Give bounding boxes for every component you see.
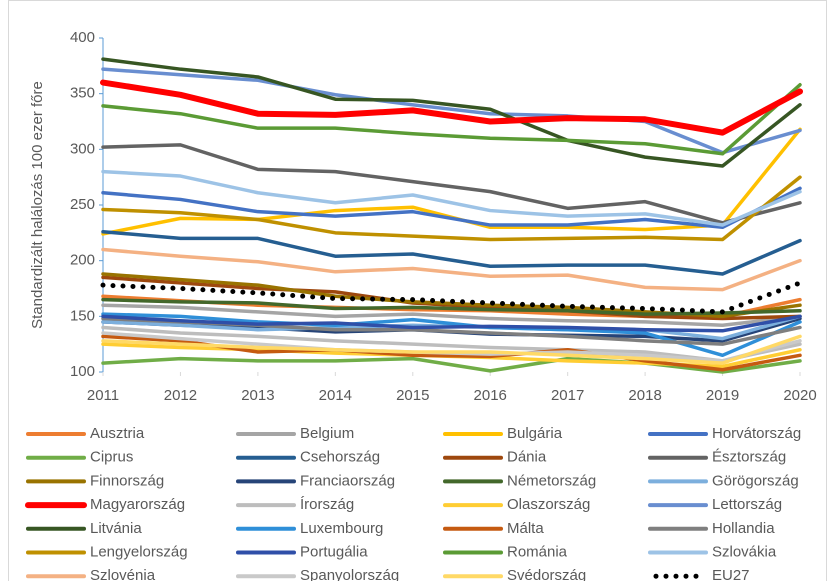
legend-label: Románia xyxy=(507,543,568,560)
series-line xyxy=(100,280,803,315)
legend-label: Portugália xyxy=(300,543,368,560)
legend-entry: Litvánia xyxy=(26,520,142,537)
legend-label: Szlovákia xyxy=(712,543,777,560)
legend-label: Spanyolország xyxy=(300,567,399,581)
series-line xyxy=(101,334,802,365)
series-line xyxy=(101,169,802,227)
legend-label: Franciaország xyxy=(300,472,395,489)
series-line xyxy=(101,186,802,230)
y-tick-label: 250 xyxy=(70,196,95,213)
legend-entry: Olaszország xyxy=(443,496,590,513)
legend-entry: Észtország xyxy=(648,449,786,466)
x-tick-label: 2012 xyxy=(164,387,197,404)
series-line xyxy=(101,67,802,155)
legend-label: Belgium xyxy=(300,425,354,442)
legend-entry: Bulgária xyxy=(443,425,563,442)
series-line xyxy=(101,297,802,316)
legend-entry: Málta xyxy=(443,520,544,537)
legend-entry: Horvátország xyxy=(648,425,801,442)
legend-label: Észtország xyxy=(712,449,786,466)
legend-label: Bulgária xyxy=(507,425,563,442)
legend-label: Írország xyxy=(300,496,354,513)
y-tick-label: 200 xyxy=(70,252,95,269)
legend-entry: Ciprus xyxy=(26,449,133,466)
legend-label: Lengyelország xyxy=(90,543,188,560)
series-line xyxy=(101,175,802,242)
legend-label: Finnország xyxy=(90,472,164,489)
legend-entry: EU27 xyxy=(653,567,750,581)
legend-entry: Portugália xyxy=(236,543,368,560)
series-line xyxy=(101,356,802,374)
x-tick-label: 2017 xyxy=(551,387,584,404)
x-tick-label: 2014 xyxy=(319,387,352,404)
legend-label: Lettország xyxy=(712,496,782,513)
y-axis-label: Standardizált halálozás 100 ezer főre xyxy=(29,81,46,329)
legend-entry: Hollandia xyxy=(648,520,775,537)
legend-entry: Szlovákia xyxy=(648,543,777,560)
legend-label: Görögország xyxy=(712,472,799,489)
x-tick-label: 2013 xyxy=(241,387,274,404)
legend-label: Svédország xyxy=(507,567,586,581)
chart-border xyxy=(8,0,827,581)
series-line xyxy=(101,303,802,327)
legend-label: EU27 xyxy=(712,567,750,581)
y-tick-label: 400 xyxy=(70,29,95,46)
series-line xyxy=(101,229,802,276)
legend-entry: Luxembourg xyxy=(236,520,383,537)
legend-entry: Lengyelország xyxy=(26,543,188,560)
legend-label: Málta xyxy=(507,520,544,537)
y-tick-label: 100 xyxy=(70,363,95,380)
legend-entry: Románia xyxy=(443,543,568,560)
x-tick-label: 2020 xyxy=(783,387,816,404)
x-tick-label: 2019 xyxy=(706,387,739,404)
legend-entry: Írország xyxy=(236,496,354,513)
legend-label: Magyarország xyxy=(90,496,185,513)
legend-label: Szlovénia xyxy=(90,567,156,581)
legend-entry: Spanyolország xyxy=(236,567,399,581)
series-line xyxy=(101,57,802,168)
legend-label: Litvánia xyxy=(90,520,142,537)
legend-label: Hollandia xyxy=(712,520,775,537)
legend-label: Ciprus xyxy=(90,449,133,466)
legend-entry: Belgium xyxy=(236,425,354,442)
x-tick-label: 2015 xyxy=(396,387,429,404)
legend-entry: Németország xyxy=(443,472,596,489)
series-line xyxy=(101,83,802,156)
legend-label: Olaszország xyxy=(507,496,590,513)
legend-label: Horvátország xyxy=(712,425,801,442)
legend-label: Luxembourg xyxy=(300,520,383,537)
series-line xyxy=(100,79,803,136)
series-line xyxy=(101,247,802,292)
legend-entry: Svédország xyxy=(443,567,586,581)
y-tick-label: 350 xyxy=(70,85,95,102)
legend-entry: Magyarország xyxy=(25,496,185,513)
legend-label: Dánia xyxy=(507,449,547,466)
legend-entry: Lettország xyxy=(648,496,782,513)
legend-entry: Ausztria xyxy=(26,425,145,442)
legend-entry: Szlovénia xyxy=(26,567,156,581)
legend-entry: Görögország xyxy=(648,472,799,489)
series-line xyxy=(101,143,802,225)
legend-label: Csehország xyxy=(300,449,380,466)
series-line xyxy=(101,314,802,333)
x-tick-label: 2018 xyxy=(628,387,661,404)
y-tick-label: 150 xyxy=(70,307,95,324)
x-tick-label: 2016 xyxy=(474,387,507,404)
legend-entry: Csehország xyxy=(236,449,380,466)
legend-label: Németország xyxy=(507,472,596,489)
y-tick-label: 300 xyxy=(70,140,95,157)
legend-label: Ausztria xyxy=(90,425,145,442)
legend-entry: Dánia xyxy=(443,449,547,466)
x-tick-label: 2011 xyxy=(87,387,119,404)
legend-entry: Finnország xyxy=(26,472,164,489)
legend-entry: Franciaország xyxy=(236,472,395,489)
